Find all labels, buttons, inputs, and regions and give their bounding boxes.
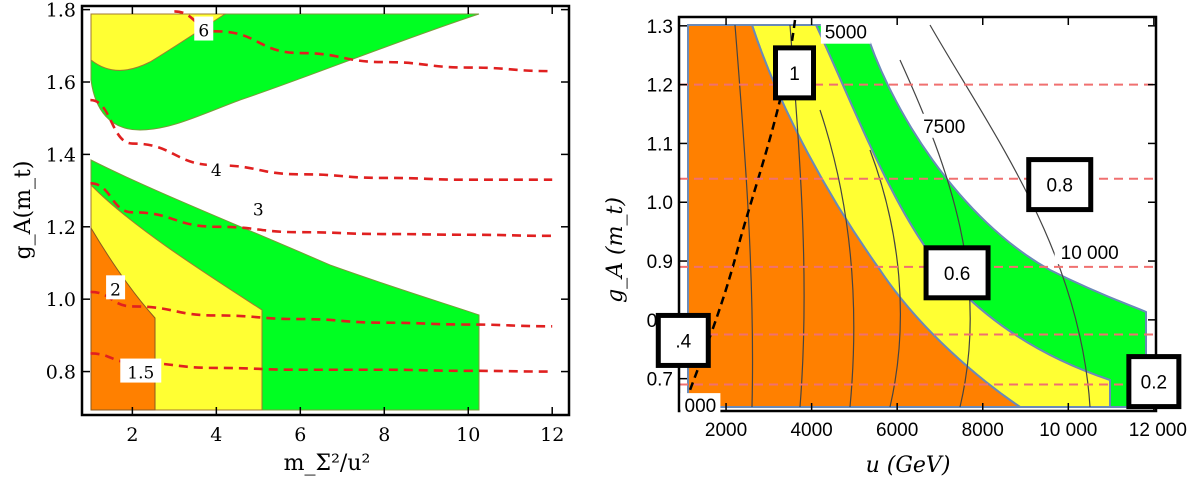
left-x-tick-label: 8 (378, 424, 390, 446)
right-y-tick-label: 1.1 (647, 134, 673, 155)
boxed-contour-label (773, 45, 817, 101)
contour-label: 4 (211, 161, 222, 181)
right-plot-frame (677, 15, 1158, 413)
boxed-contour-label (655, 312, 711, 368)
boxed-contour-label-text: 0.6 (944, 264, 970, 285)
left-x-tick-label: 2 (126, 424, 138, 446)
boxed-contour-label (1026, 157, 1094, 213)
contour-label: 3 (253, 201, 264, 221)
contour-label: 1.5 (127, 364, 154, 384)
contour-label-bg (120, 358, 162, 383)
boxed-contour-label (923, 245, 991, 301)
right-y-axis-label: g_A (m_t) (603, 197, 628, 303)
thin-contour-label-bg (1054, 240, 1125, 265)
right-y-tick-label: 1.3 (647, 17, 673, 38)
boxed-contour-label-text: 0.8 (1047, 176, 1073, 197)
left-y-tick-label: 0.8 (46, 362, 76, 384)
right-x-tick-label: 2000 (705, 420, 747, 441)
right-x-tick-label: 4000 (790, 420, 832, 441)
thin-contour-label-bg (820, 19, 871, 44)
thin-contour-label: 7500 (923, 117, 965, 138)
dashed-contour-2 (90, 290, 553, 328)
thin-contour-label-bg (680, 393, 721, 418)
left-x-tick-label: 4 (210, 424, 222, 446)
left-x-tick-label: 10 (456, 424, 480, 446)
left-y-axis-label: g_A(m_t) (11, 161, 36, 260)
boxed-contour-label-text: .4 (675, 331, 691, 352)
right-x-axis-label: u (GeV) (866, 453, 951, 478)
thin-contour-label: 000 (685, 396, 717, 417)
right-x-tick-label: 12 000 (1129, 420, 1187, 441)
dashed-contour-4 (90, 98, 553, 182)
contour-label: 6 (198, 22, 209, 42)
contour-label-bg (194, 16, 214, 41)
left-chart: 1.5 2 3 4 6 2 4 6 8 10 12 0.8 1.0 1.2 1.4 1.6 1.8 m_Σ²/… (11, 0, 571, 476)
left-y-tick-label: 1.0 (46, 289, 76, 311)
boxed-contour-label-text: 1 (789, 64, 800, 85)
left-y-tick-label: 1.6 (46, 72, 76, 94)
left-x-tick-label: 6 (294, 424, 306, 446)
left-y-tick-label: 1.4 (46, 144, 76, 166)
right-x-tick-label: 8000 (962, 420, 1004, 441)
right-y-tick-label: 1.2 (647, 76, 673, 97)
left-y-tick-label: 1.8 (46, 0, 76, 22)
right-y-tick-label: 0.7 (647, 370, 673, 391)
right-y-tick-label: 1.0 (647, 193, 673, 214)
thin-contour-label-bg (919, 113, 970, 138)
left-x-axis-label: m_Σ²/u² (284, 451, 371, 476)
right-chart: 2000 4000 6000 8000 10 000 12 000 0.7 0.8 0.9 1.0… (603, 15, 1187, 478)
thin-contour-label: 10 000 (1061, 243, 1119, 264)
contour-label: 2 (110, 280, 121, 300)
thin-contour-label: 5000 (825, 23, 867, 44)
dashed-contour-3 (90, 182, 553, 238)
contour-label-bg (206, 155, 226, 180)
left-plot-frame (80, 4, 571, 417)
dashed-contour-6 (174, 10, 553, 73)
contour-label-bg (106, 275, 126, 300)
contour-label-bg (248, 195, 268, 220)
right-x-tick-label: 6000 (876, 420, 918, 441)
left-x-tick-label: 12 (540, 424, 564, 446)
left-y-tick-label: 1.2 (46, 217, 76, 239)
boxed-contour-label-text: 0.2 (1141, 373, 1167, 394)
green-region-top (90, 13, 480, 131)
boxed-contour-label (1126, 354, 1182, 410)
right-y-tick-label: 0.9 (647, 252, 673, 273)
right-x-tick-label: 10 000 (1039, 420, 1097, 441)
